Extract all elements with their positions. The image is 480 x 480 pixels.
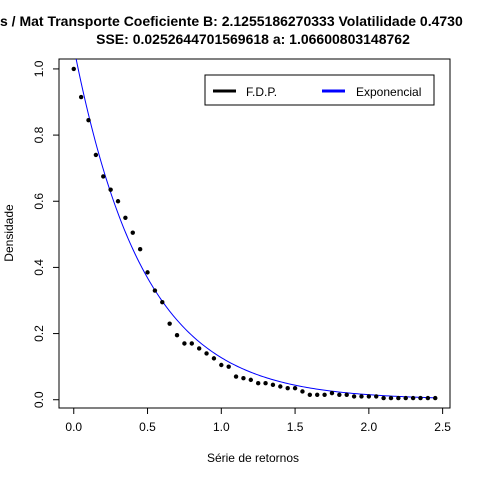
- x-tick-label: 1.5: [287, 420, 304, 434]
- series-fdp-point: [219, 362, 224, 368]
- series-fdp-point: [337, 392, 342, 397]
- y-tick-label: 0.6: [32, 193, 46, 210]
- chart-title-line1: s / Mat Transporte Coeficiente B: 2.1255…: [0, 13, 463, 29]
- y-axis: 0.0 0.2 0.4 0.6 0.8 1.0: [32, 60, 59, 408]
- series-fdp-point: [233, 374, 239, 379]
- series-fdp-point: [300, 389, 305, 394]
- series-fdp-point: [137, 247, 143, 252]
- x-tick-label: 0.0: [65, 420, 82, 434]
- legend: F.D.P. Exponencial: [204, 74, 435, 106]
- series-fdp-point: [410, 395, 416, 401]
- series-fdp-point: [388, 395, 394, 401]
- x-tick-label: 1.0: [213, 420, 230, 434]
- legend-box: [204, 74, 435, 106]
- series-fdp-point: [315, 392, 320, 397]
- series-fdp-point: [152, 288, 158, 293]
- series-fdp-point: [78, 94, 84, 100]
- series-fdp-point: [204, 351, 209, 356]
- legend-label-fdp: F.D.P.: [246, 85, 277, 99]
- series-fdp-point: [329, 390, 335, 396]
- series-fdp-point: [167, 321, 172, 326]
- series-fdp-point: [226, 364, 231, 369]
- series-fdp-point: [248, 377, 254, 383]
- y-axis-label: Densidade: [2, 204, 16, 262]
- y-tick-label: 0.4: [32, 259, 46, 276]
- series-fdp-point: [270, 382, 276, 388]
- series-fdp-point: [344, 392, 349, 397]
- series-fdp-point: [86, 117, 91, 123]
- series-fdp-point: [255, 380, 261, 386]
- series-fdp-point: [433, 395, 438, 401]
- series-fdp-point: [211, 356, 217, 361]
- series-fdp-point: [189, 341, 194, 346]
- series-fdp-point: [307, 392, 313, 397]
- series-fdp-point: [145, 270, 150, 275]
- series-fdp-point: [71, 66, 76, 72]
- series-fdp-point: [160, 299, 165, 305]
- legend-label-exponencial: Exponencial: [356, 85, 421, 99]
- series-fdp-point: [374, 394, 379, 399]
- series-fdp-point: [101, 174, 106, 179]
- series-fdp-point: [285, 385, 290, 391]
- series-fdp-point: [93, 152, 99, 158]
- data-layer: [71, 59, 438, 401]
- series-fdp-point: [241, 376, 246, 381]
- series-fdp-point: [115, 199, 121, 204]
- series-fdp-point: [292, 385, 298, 391]
- series-fdp-point: [196, 346, 202, 351]
- x-tick-label: 2.5: [434, 420, 451, 434]
- chart-title-line2: SSE: 0.0252644701569618 a: 1.06600803148…: [96, 31, 410, 47]
- x-axis-label: Série de retornos: [207, 451, 299, 465]
- series-fdp-point: [174, 333, 180, 338]
- series-fdp-point: [366, 394, 372, 399]
- x-tick-label: 0.5: [139, 420, 156, 434]
- series-fdp-point: [418, 395, 423, 401]
- series-fdp-point: [108, 187, 113, 192]
- series-fdp-point: [322, 392, 327, 397]
- series-fdp-point: [381, 395, 386, 401]
- series-fdp-point: [182, 341, 187, 346]
- plot-frame: [58, 58, 451, 409]
- series-fdp-point: [359, 394, 364, 399]
- series-fdp-point: [263, 380, 268, 386]
- x-tick-label: 2.0: [361, 420, 378, 434]
- x-axis: 0.0 0.5 1.0 1.5 2.0 2.5: [65, 408, 451, 434]
- series-fdp-point: [351, 394, 357, 399]
- series-fdp-point: [123, 215, 128, 220]
- y-tick-label: 0.8: [32, 126, 46, 143]
- series-fdp-point: [130, 230, 135, 235]
- y-tick-label: 0.2: [32, 325, 46, 342]
- series-fdp-point: [403, 395, 408, 401]
- series-fdp-point: [425, 395, 431, 401]
- y-tick-label: 1.0: [32, 60, 46, 77]
- series-fdp-point: [278, 384, 283, 389]
- series-fdp-point: [396, 395, 401, 401]
- y-tick-label: 0.0: [32, 391, 46, 408]
